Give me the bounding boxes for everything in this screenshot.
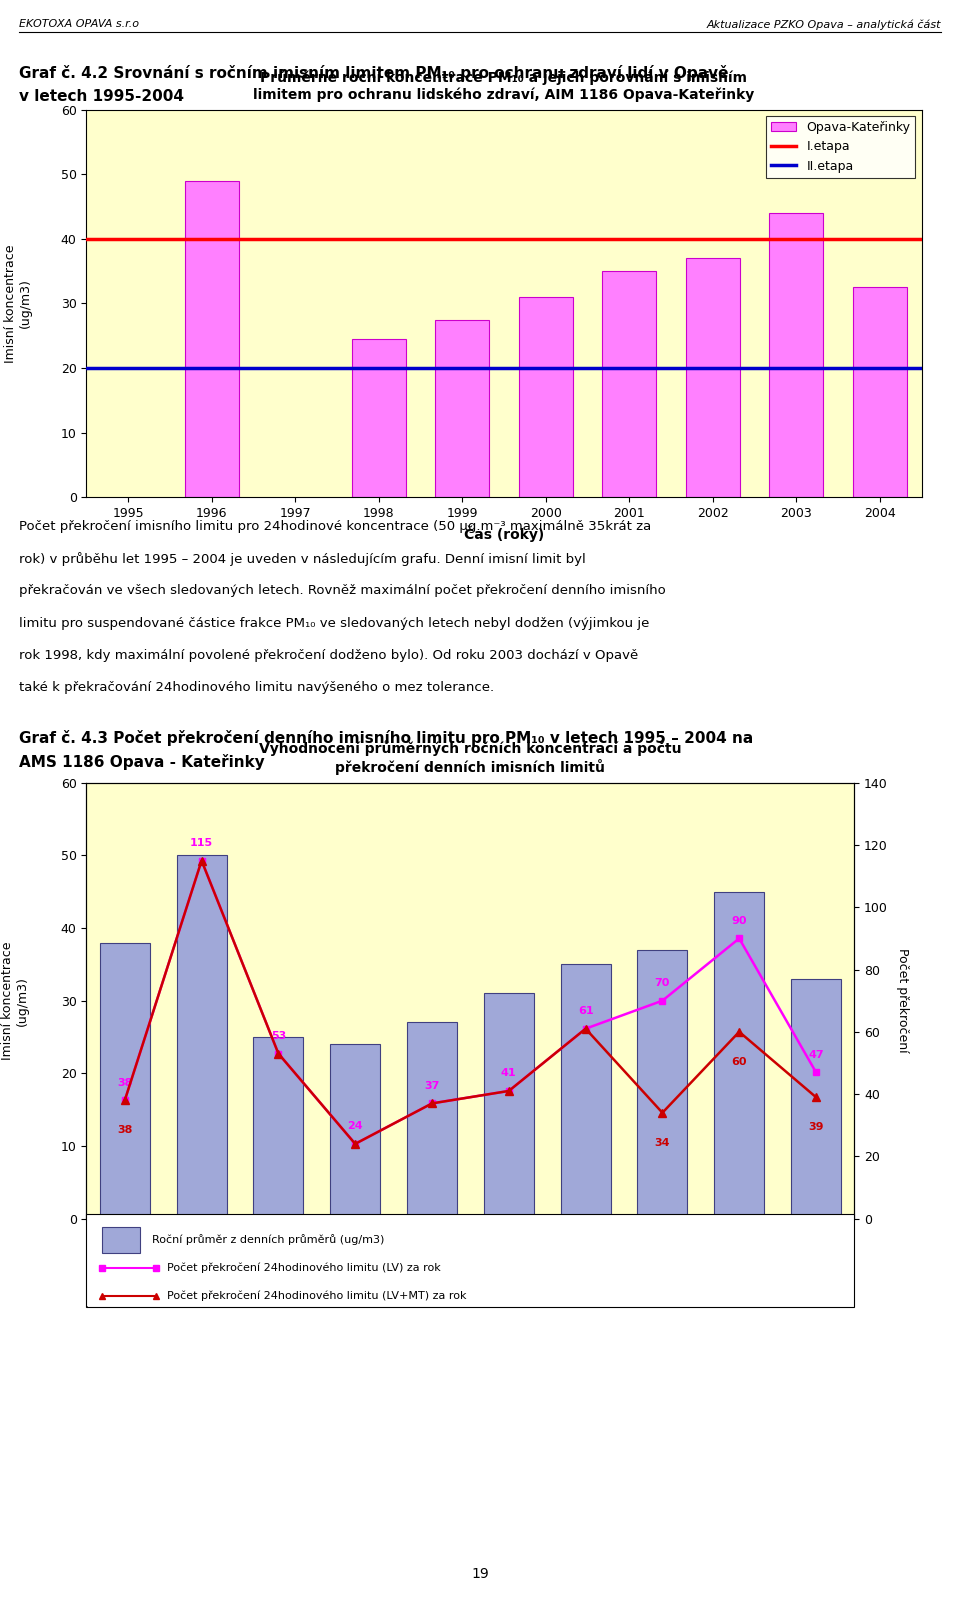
Text: 60: 60 [732,1057,747,1067]
Text: AMS 1186 Opava - Kateřinky: AMS 1186 Opava - Kateřinky [19,754,265,770]
Bar [637,949,687,1219]
X-axis label: Čas (roky): Čas (roky) [464,526,544,542]
Y-axis label: Počet překročení: Počet překročení [896,949,909,1052]
Title: Průměrné roční koncentrace PM₁₀ a jejich porovnání s imisním
limitem pro ochranu: Průměrné roční koncentrace PM₁₀ a jejich… [253,69,755,102]
Bar [100,943,150,1219]
Bar [484,993,534,1219]
Text: 90: 90 [732,917,747,926]
Y-axis label: Imisní koncentrace
(ug/m3): Imisní koncentrace (ug/m3) [4,244,32,363]
Text: překračován ve všech sledovaných letech. Rovněž maximální počet překročení denní: překračován ve všech sledovaných letech.… [19,584,666,597]
Text: Roční průměr z denních průměrů (ug/m3): Roční průměr z denních průměrů (ug/m3) [152,1235,384,1246]
Text: 34: 34 [655,1138,670,1148]
Text: 19: 19 [471,1567,489,1580]
Text: 115: 115 [190,838,213,849]
Text: Počet překročení imisního limitu pro 24hodinové koncentrace (50 μg.m⁻³ maximálně: Počet překročení imisního limitu pro 24h… [19,520,652,533]
Text: 47: 47 [808,1049,824,1060]
Bar [435,320,490,497]
Text: rok 1998, kdy maximální povolené překročení dodženo bylo). Od roku 2003 dochází : rok 1998, kdy maximální povolené překroč… [19,649,638,662]
Text: 53: 53 [271,1031,286,1041]
Text: Počet překročení 24hodinového limitu (LV) za rok: Počet překročení 24hodinového limitu (LV… [167,1262,441,1273]
Bar [714,891,764,1219]
Bar [102,1227,140,1252]
Title: Vyhodnocení průměrných ročních koncentrací a počtu
překročení denních imisních l: Vyhodnocení průměrných ročních koncentra… [259,741,682,775]
Legend: Opava-Kateřinky, I.etapa, II.etapa: Opava-Kateřinky, I.etapa, II.etapa [766,116,915,178]
Bar [330,1044,380,1219]
X-axis label: Čas (roky): Čas (roky) [430,1248,511,1264]
Bar [791,978,841,1219]
Text: také k překračování 24hodinového limitu navýšeného o mez tolerance.: také k překračování 24hodinového limitu … [19,681,494,694]
Bar [561,964,611,1219]
Text: 61: 61 [578,1006,593,1017]
Bar [253,1038,303,1219]
Bar [852,287,907,497]
Bar [602,271,657,497]
Text: 37: 37 [424,1081,440,1091]
Text: v letech 1995-2004: v letech 1995-2004 [19,89,184,103]
Bar [518,297,573,497]
Text: 24: 24 [348,1122,363,1131]
Y-axis label: Imisní koncentrace
(ug/m3): Imisní koncentrace (ug/m3) [1,941,29,1060]
Text: 70: 70 [655,978,670,988]
Bar [184,181,239,497]
Bar [769,213,824,497]
Text: EKOTOXA OPAVA s.r.o: EKOTOXA OPAVA s.r.o [19,19,139,29]
Text: Aktualizace PZKO Opava – analytická část: Aktualizace PZKO Opava – analytická část [707,19,941,31]
Text: 38: 38 [117,1125,132,1135]
Text: Počet překročení 24hodinového limitu (LV+MT) za rok: Počet překročení 24hodinového limitu (LV… [167,1291,467,1301]
Bar [685,258,740,497]
Text: rok) v průběhu let 1995 – 2004 je uveden v následujícím grafu. Denní imisní limi: rok) v průběhu let 1995 – 2004 je uveden… [19,552,586,567]
Bar [351,339,406,497]
Text: 39: 39 [808,1122,824,1131]
Text: Graf č. 4.2 Srovnání s ročním imisním limitem PM₁₀ pro ochranu zdraví lidí v Opa: Graf č. 4.2 Srovnání s ročním imisním li… [19,65,729,81]
Text: Graf č. 4.3 Počet překročení denního imisního limitu pro PM₁₀ v letech 1995 – 20: Graf č. 4.3 Počet překročení denního imi… [19,730,754,746]
Text: limitu pro suspendované částice frakce PM₁₀ ve sledovaných letech nebyl dodžen (: limitu pro suspendované částice frakce P… [19,617,650,629]
Text: 38: 38 [117,1078,132,1088]
Bar [407,1023,457,1219]
Text: 41: 41 [501,1068,516,1078]
Bar [177,855,227,1219]
